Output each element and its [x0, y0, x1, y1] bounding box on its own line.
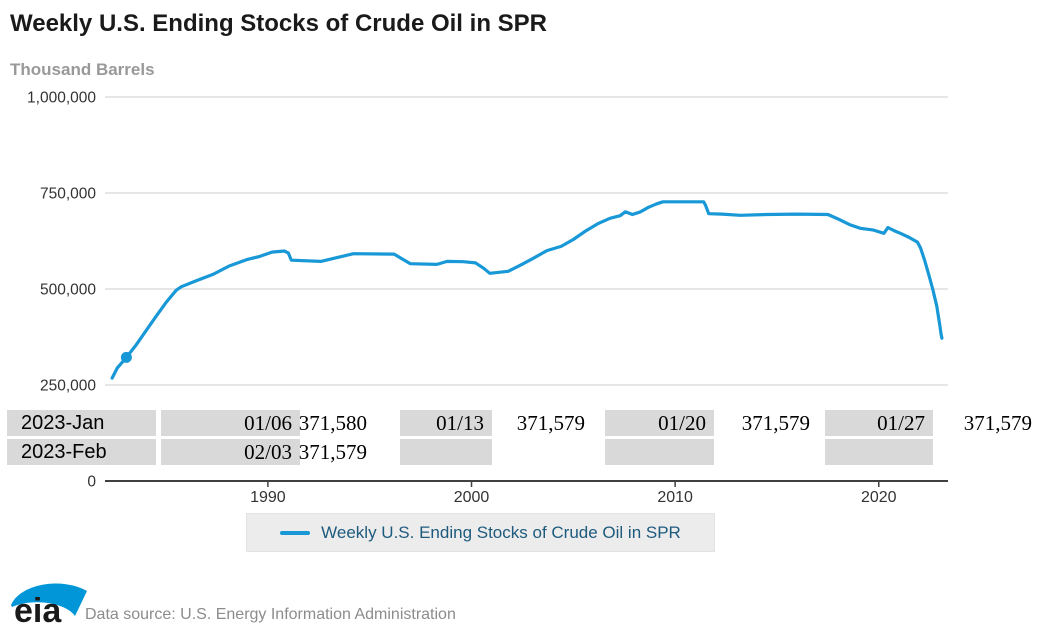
table-cell-value: 371,579 — [298, 440, 367, 464]
series-line — [110, 200, 944, 380]
x-tick-label: 2000 — [454, 489, 490, 506]
table-cell-month: 2023-Feb — [7, 439, 156, 465]
table-cell-date — [605, 439, 714, 465]
table-cell-value — [714, 439, 810, 465]
table-cell-value: 371,580 — [298, 411, 367, 435]
y-tick-label: 250,000 — [40, 378, 96, 395]
y-axis-units-label: Thousand Barrels — [10, 60, 155, 79]
eia-logo-swoosh-icon — [11, 583, 87, 616]
x-tick-label: 1990 — [250, 489, 286, 506]
y-tick-label: 500,000 — [40, 282, 96, 299]
series-point-marker — [120, 351, 132, 363]
table-cell-date: 01/06 — [161, 410, 300, 436]
table-cell-date: 01/27 — [825, 410, 933, 436]
table-cell-value — [492, 439, 585, 465]
x-tick-label: 2010 — [657, 489, 693, 506]
table-cell-month: 2023-Jan — [7, 410, 156, 436]
table-cell-value: 371,579 — [963, 411, 1032, 435]
eia-logo: eia — [11, 583, 87, 628]
eia-logo-text: eia — [14, 592, 62, 628]
table-cell-date — [825, 439, 933, 465]
legend-label: Weekly U.S. Ending Stocks of Crude Oil i… — [321, 522, 681, 542]
table-cell-value: 371,579 — [741, 411, 810, 435]
table-cell-value — [933, 439, 1032, 465]
y-tick-label: 0 — [87, 474, 96, 491]
x-tick-label: 2020 — [861, 489, 897, 506]
table-cell-value: 371,579 — [516, 411, 585, 435]
data-source-text: Data source: U.S. Energy Information Adm… — [85, 606, 456, 623]
page-title: Weekly U.S. Ending Stocks of Crude Oil i… — [10, 10, 547, 37]
table-cell-date: 01/20 — [605, 410, 714, 436]
table-cell-date: 01/13 — [400, 410, 492, 436]
table-cell-date: 02/03 — [161, 439, 300, 465]
y-tick-label: 1,000,000 — [27, 90, 96, 107]
line-chart[interactable]: 0 250,000 500,000 750,000 1,000,000 1990 2000 2… — [0, 0, 1040, 520]
table-cell-date — [400, 439, 492, 465]
legend-line-swatch-icon — [280, 530, 311, 535]
y-tick-label: 750,000 — [40, 186, 96, 203]
legend-item[interactable]: Weekly U.S. Ending Stocks of Crude Oil i… — [246, 513, 715, 552]
